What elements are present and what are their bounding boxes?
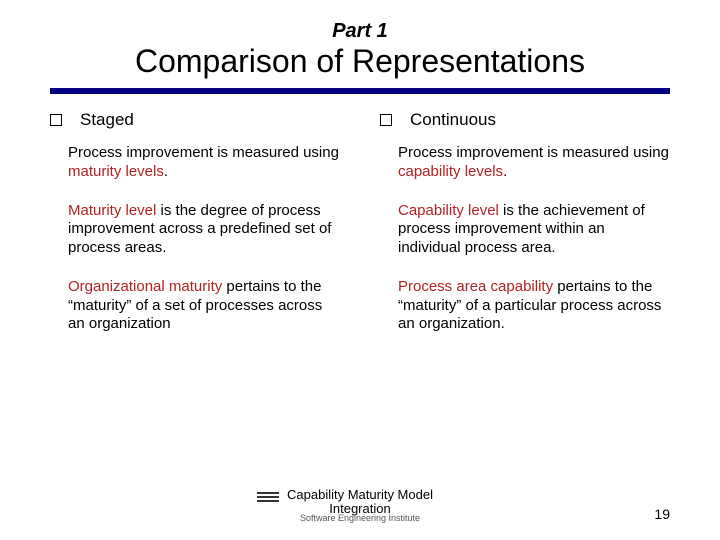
footer: Capability Maturity Model Integration So… <box>0 488 720 524</box>
slide: Part 1 Comparison of Representations Sta… <box>0 0 720 540</box>
highlight-text: capability levels <box>398 163 503 180</box>
highlight-text: Organizational maturity <box>68 278 222 295</box>
text: . <box>503 163 507 180</box>
text: Process improvement is measured using <box>398 144 669 161</box>
right-heading-row: Continuous <box>380 110 670 130</box>
content-columns: Staged Process improvement is measured u… <box>50 110 670 354</box>
footer-sub: Software Engineering Institute <box>287 514 433 524</box>
left-heading-row: Staged <box>50 110 340 130</box>
title-rule <box>50 88 670 94</box>
text: . <box>164 163 168 180</box>
left-para-3: Organizational maturity pertains to the … <box>68 278 340 334</box>
right-column: Continuous Process improvement is measur… <box>380 110 670 354</box>
right-para-3: Process area capability pertains to the … <box>398 278 670 334</box>
slide-title: Comparison of Representations <box>50 43 670 80</box>
right-heading: Continuous <box>410 110 496 130</box>
logo-lines-icon <box>257 492 279 504</box>
square-bullet-icon <box>380 114 392 126</box>
highlight-text: Capability level <box>398 202 499 219</box>
highlight-text: Process area capability <box>398 278 553 295</box>
left-heading: Staged <box>80 110 134 130</box>
right-para-2: Capability level is the achievement of p… <box>398 202 670 258</box>
right-para-1: Process improvement is measured using ca… <box>398 144 670 182</box>
left-para-1: Process improvement is measured using ma… <box>68 144 340 182</box>
text: Process improvement is measured using <box>68 144 339 161</box>
highlight-text: maturity levels <box>68 163 164 180</box>
left-column: Staged Process improvement is measured u… <box>50 110 340 354</box>
square-bullet-icon <box>50 114 62 126</box>
footer-center: Capability Maturity Model Integration So… <box>287 488 433 524</box>
page-number: 19 <box>654 506 670 522</box>
part-label: Part 1 <box>50 20 670 43</box>
footer-line1: Capability Maturity Model <box>287 487 433 502</box>
left-para-2: Maturity level is the degree of process … <box>68 202 340 258</box>
highlight-text: Maturity level <box>68 202 156 219</box>
